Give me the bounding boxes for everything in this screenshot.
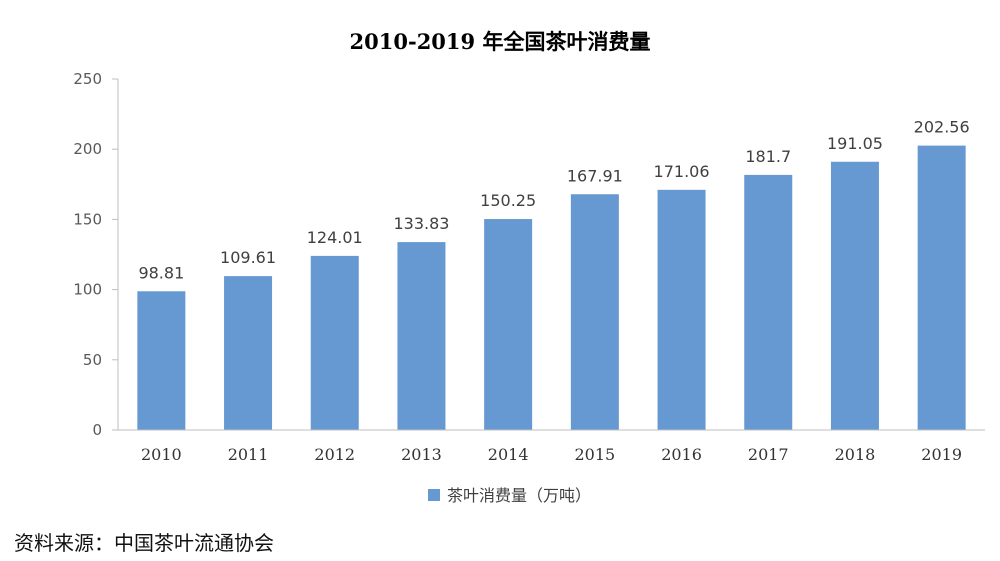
- x-tick-label: 2015: [574, 445, 615, 464]
- y-tick-label: 150: [73, 210, 102, 228]
- bars: 98.81 109.61 124.01 133.83 150.25 167.91 171.0…: [137, 118, 970, 430]
- bar: [397, 242, 446, 430]
- x-tick-label: 2016: [661, 445, 702, 464]
- data-label: 124.01: [307, 228, 363, 247]
- data-label: 98.81: [138, 263, 184, 282]
- x-axis: 2010 2011 2012 2013 2014 2015 2016 2017 2018 2019: [118, 429, 985, 464]
- bar: [137, 291, 186, 430]
- data-label: 191.05: [827, 134, 883, 153]
- bar: [917, 145, 966, 430]
- x-tick-label: 2019: [921, 445, 962, 464]
- chart-title: 2010-2019 年全国茶叶消费量: [349, 29, 651, 54]
- bar: [224, 276, 273, 430]
- y-axis: 0 50 100 150 200 250: [73, 70, 119, 439]
- legend-label: 茶叶消费量（万吨）: [447, 486, 591, 505]
- legend-swatch: [428, 489, 440, 501]
- x-tick-label: 2014: [488, 445, 529, 464]
- y-tick-label: 250: [73, 70, 102, 88]
- bar: [310, 255, 359, 430]
- x-tick-label: 2013: [401, 445, 442, 464]
- data-label: 171.06: [654, 162, 710, 181]
- bar: [830, 161, 879, 430]
- data-label: 181.7: [745, 147, 791, 166]
- x-tick-label: 2010: [141, 445, 182, 464]
- y-tick-label: 0: [92, 421, 102, 439]
- x-tick-label: 2017: [748, 445, 789, 464]
- data-label: 150.25: [480, 191, 536, 210]
- data-label: 202.56: [914, 118, 970, 137]
- y-tick-label: 50: [83, 351, 102, 369]
- bar: [657, 189, 706, 430]
- x-tick-label: 2011: [228, 445, 269, 464]
- data-label: 133.83: [393, 214, 449, 233]
- bar: [484, 219, 533, 430]
- y-tick-label: 200: [73, 140, 102, 158]
- bar: [570, 194, 619, 430]
- data-label: 167.91: [567, 166, 623, 185]
- legend: 茶叶消费量（万吨）: [428, 486, 591, 505]
- x-tick-label: 2018: [835, 445, 876, 464]
- data-label: 109.61: [220, 248, 276, 267]
- bar: [744, 174, 793, 430]
- x-tick-label: 2012: [314, 445, 355, 464]
- source-note: 资料来源：中国茶叶流通协会: [14, 531, 274, 555]
- y-tick-label: 100: [73, 281, 102, 299]
